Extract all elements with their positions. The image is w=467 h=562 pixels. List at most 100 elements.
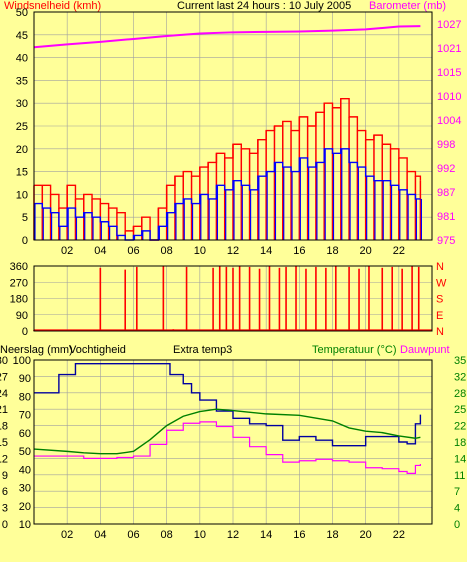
wind-x-tick-label: 04	[94, 245, 106, 257]
rain-y-tick-label: 9	[2, 470, 8, 482]
lower-x-tick-label: 14	[260, 529, 272, 541]
lower-x-tick-label: 18	[326, 529, 338, 541]
barometer-y-tick-label: 1004	[437, 115, 461, 127]
humidity-y-tick-label: 60	[19, 428, 31, 440]
barometer-y-tick-label: 1015	[437, 67, 461, 79]
rain-y-tick-label: 15	[0, 437, 8, 449]
wind-y-tick-label: 10	[16, 189, 28, 201]
rain-y-tick-label: 18	[0, 421, 8, 433]
direction-compass-label: S	[436, 294, 443, 306]
wind-y-tick-label: 15	[16, 167, 28, 179]
rain-y-tick-label: 12	[0, 453, 8, 465]
wind-y-tick-label: 25	[16, 121, 28, 133]
wind-y-tick-label: 50	[16, 7, 28, 19]
lower-x-tick-label: 08	[161, 529, 173, 541]
humidity-label: Vochtigheid	[69, 344, 126, 356]
direction-y-tick-label: 90	[16, 310, 28, 322]
direction-y-tick-label: 180	[10, 294, 28, 306]
wind-y-tick-label: 20	[16, 144, 28, 156]
temperature-y-tick-label: 32	[454, 371, 466, 383]
rain-y-tick-label: 0	[2, 519, 8, 531]
lower-x-tick-label: 12	[227, 529, 239, 541]
rain-y-tick-label: 21	[0, 404, 8, 416]
temperature-line	[33, 408, 421, 455]
dewpoint-line	[34, 421, 421, 474]
humidity-line	[34, 362, 422, 447]
wind-x-tick-label: 08	[161, 245, 173, 257]
humidity-y-tick-label: 80	[19, 391, 31, 403]
wind-x-tick-label: 02	[61, 245, 73, 257]
wind-x-tick-label: 10	[194, 245, 206, 257]
rain-y-tick-label: 30	[0, 355, 8, 367]
wind-gust-line	[34, 97, 422, 241]
barometer-y-tick-label: 1027	[437, 19, 461, 31]
direction-compass-label: N	[436, 326, 444, 338]
temperature-y-tick-label: 22	[454, 421, 466, 433]
lower-x-tick-label: 22	[393, 529, 405, 541]
temperature-y-tick-label: 18	[454, 437, 466, 449]
temperature-y-tick-label: 35	[454, 355, 466, 367]
barometer-y-tick-label: 1010	[437, 91, 461, 103]
wind-y-tick-label: 45	[16, 30, 28, 42]
extra-temp-label: Extra temp3	[173, 344, 233, 356]
wind-speed-label: Windsnelheid (kmh)	[4, 0, 102, 12]
wind-y-tick-label: 5	[22, 212, 28, 224]
humidity-y-tick-label: 70	[19, 410, 31, 422]
barometer-y-tick-label: 998	[437, 139, 455, 151]
wind-x-tick-label: 12	[227, 245, 239, 257]
rain-y-tick-label: 3	[2, 503, 8, 515]
dewpoint-label: Dauwpunt	[400, 344, 450, 356]
direction-compass-label: N	[436, 261, 444, 273]
barometer-y-tick-label: 1021	[437, 43, 461, 55]
wind-average-line	[34, 148, 421, 241]
temperature-y-tick-label: 14	[454, 453, 466, 465]
direction-y-tick-label: 270	[10, 277, 28, 289]
rain-y-tick-label: 24	[0, 388, 8, 400]
barometer-line	[33, 25, 421, 49]
direction-compass-label: W	[436, 277, 447, 289]
wind-x-tick-label: 16	[293, 245, 305, 257]
lower-x-tick-label: 04	[94, 529, 106, 541]
humidity-y-tick-label: 10	[19, 519, 31, 531]
barometer-y-tick-label: 981	[437, 211, 455, 223]
humidity-y-tick-label: 30	[19, 483, 31, 495]
direction-panel-frame	[33, 265, 433, 332]
lower-panel-frame	[33, 359, 433, 525]
humidity-y-tick-label: 90	[19, 373, 31, 385]
wind-y-tick-label: 40	[16, 53, 28, 65]
wind-y-tick-label: 30	[16, 98, 28, 110]
humidity-y-tick-label: 20	[19, 501, 31, 513]
rain-y-tick-label: 6	[2, 486, 8, 498]
humidity-y-tick-label: 40	[19, 464, 31, 476]
temperature-y-tick-label: 28	[454, 388, 466, 400]
barometer-y-tick-label: 987	[437, 187, 455, 199]
direction-y-tick-label: 360	[10, 261, 28, 273]
chart-title: Current last 24 hours : 10 July 2005	[177, 0, 352, 12]
direction-compass-label: E	[436, 310, 443, 322]
wind-y-tick-label: 0	[22, 235, 28, 247]
lower-x-tick-label: 06	[127, 529, 139, 541]
wind-x-tick-label: 06	[127, 245, 139, 257]
temperature-y-tick-label: 0	[454, 519, 460, 531]
humidity-y-tick-label: 50	[19, 446, 31, 458]
humidity-y-tick-label: 100	[13, 355, 31, 367]
temperature-y-tick-label: 25	[454, 404, 466, 416]
wind-y-tick-label: 35	[16, 75, 28, 87]
rain-label: Neerslag (mm)	[0, 344, 73, 356]
lower-x-tick-label: 20	[360, 529, 372, 541]
lower-x-tick-label: 02	[61, 529, 73, 541]
wind-x-tick-label: 22	[393, 245, 405, 257]
barometer-y-tick-label: 992	[437, 163, 455, 175]
rain-y-tick-label: 27	[0, 371, 8, 383]
wind-x-tick-label: 18	[326, 245, 338, 257]
wind-x-tick-label: 20	[360, 245, 372, 257]
barometer-y-tick-label: 975	[437, 235, 455, 247]
lower-x-tick-label: 16	[293, 529, 305, 541]
barometer-label: Barometer (mb)	[369, 0, 447, 12]
wind-x-tick-label: 14	[260, 245, 272, 257]
lower-x-tick-label: 10	[194, 529, 206, 541]
temperature-y-tick-label: 7	[454, 486, 460, 498]
temperature-y-tick-label: 11	[454, 470, 465, 482]
